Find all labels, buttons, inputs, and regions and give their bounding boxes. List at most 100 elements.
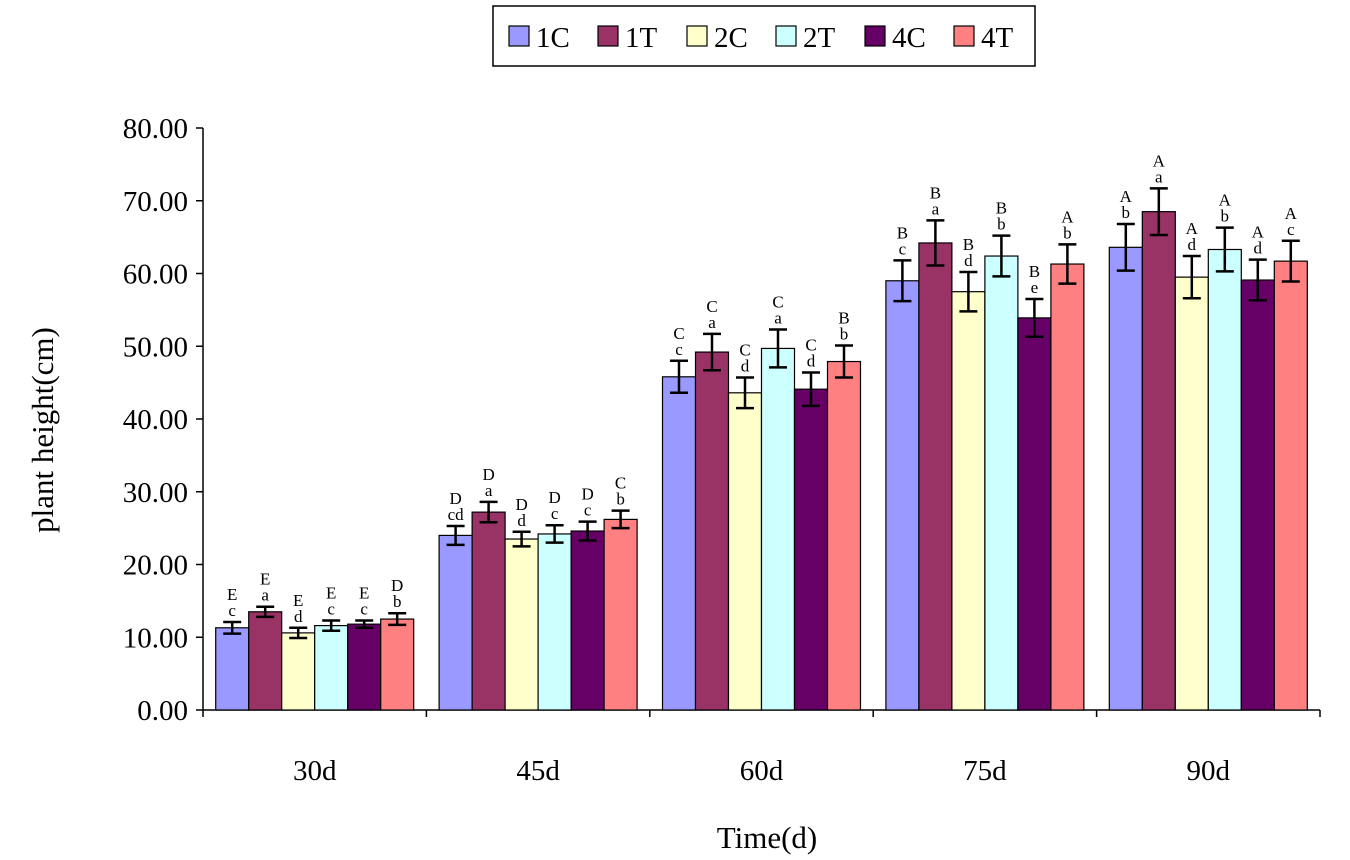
- error-bar-2T-60d: [769, 328, 787, 369]
- sig-letter-lower: a: [708, 313, 716, 332]
- error-bar-1C-60d: [670, 359, 688, 395]
- error-bar-1T-45d: [479, 500, 498, 524]
- sig-letter-lower: b: [840, 325, 849, 344]
- y-tick-label: 50.00: [123, 331, 188, 363]
- legend-label-4C: 4C: [892, 22, 926, 54]
- sig-letter-upper: A: [1186, 219, 1199, 238]
- sig-letter-upper: A: [1252, 223, 1265, 242]
- error-bar-4T-60d: [835, 344, 853, 379]
- sig-letter-upper: C: [772, 293, 783, 312]
- bar-4C-60d: [793, 388, 829, 711]
- bar-1T-90d: [1141, 211, 1176, 711]
- sig-letter-lower: e: [1031, 278, 1039, 297]
- sig-letter-lower: c: [228, 601, 236, 620]
- bar-2T-30d: [314, 625, 349, 711]
- bar-2C-60d: [727, 392, 763, 711]
- bar-4T-75d: [1050, 263, 1085, 711]
- error-bar-2T-45d: [545, 523, 564, 544]
- axes: 0.00 10.00 20.00 30.00 40.00 50.00 60.00 70.00 8…: [123, 113, 1321, 787]
- bar-1T-30d: [248, 611, 283, 711]
- sig-letter-lower: b: [997, 215, 1006, 234]
- bar-4C-30d: [347, 623, 382, 711]
- error-bar-4C-45d: [578, 520, 597, 542]
- sig-letter-upper: B: [963, 235, 974, 254]
- y-tick-label: 20.00: [123, 550, 188, 582]
- error-bar-1C-30d: [223, 620, 242, 635]
- x-tick-label: 30d: [293, 755, 337, 787]
- y-tick-label: 70.00: [123, 186, 188, 218]
- error-bar-4C-60d: [802, 371, 820, 408]
- legend-swatch-4T: [953, 25, 975, 47]
- error-bar-4C-30d: [355, 619, 374, 630]
- sig-letter-upper: C: [739, 341, 750, 360]
- x-tick-label: 90d: [1187, 755, 1231, 787]
- error-bar-2C-60d: [736, 376, 754, 410]
- sig-letter-upper: E: [359, 584, 369, 603]
- sig-letter-lower: d: [741, 357, 750, 376]
- bar-2T-90d: [1207, 248, 1242, 711]
- y-tick-label: 60.00: [123, 259, 188, 291]
- sig-letter-lower: b: [393, 592, 402, 611]
- sig-letter-lower: b: [1221, 207, 1230, 226]
- sig-letter-lower: a: [261, 586, 269, 605]
- bar-4T-30d: [380, 618, 415, 711]
- error-bar-1T-90d: [1149, 187, 1168, 237]
- bar-4T-90d: [1273, 260, 1308, 711]
- sig-letter-lower: c: [675, 340, 683, 359]
- bar-1T-45d: [471, 511, 506, 711]
- bar-4C-90d: [1240, 279, 1275, 711]
- bar-1C-45d: [438, 534, 473, 711]
- sig-letter-lower: d: [807, 351, 816, 370]
- y-tick-label: 80.00: [123, 113, 188, 145]
- error-bar-4T-90d: [1281, 239, 1300, 283]
- error-bar-2T-30d: [322, 619, 341, 632]
- error-bar-1C-45d: [446, 524, 465, 547]
- sig-letter-upper: D: [482, 465, 494, 484]
- error-bar-2C-75d: [959, 270, 978, 313]
- bar-4C-75d: [1017, 317, 1052, 711]
- sig-letter-upper: A: [1153, 151, 1166, 170]
- legend-swatch-1C: [508, 25, 530, 47]
- sig-letter-lower: d: [517, 511, 526, 530]
- sig-letter-upper: E: [293, 591, 303, 610]
- sig-letter-lower: a: [774, 309, 782, 328]
- error-bar-1T-30d: [256, 605, 275, 619]
- sig-letter-lower: d: [1254, 239, 1263, 258]
- legend-swatch-4C: [864, 25, 886, 47]
- sig-letter-upper: C: [706, 297, 717, 316]
- error-bars-group: [223, 187, 1300, 640]
- bar-2C-90d: [1174, 276, 1209, 711]
- error-bar-2C-30d: [289, 626, 308, 640]
- y-tick-label: 30.00: [123, 477, 188, 509]
- bar-2T-60d: [760, 347, 796, 711]
- sig-letter-lower: a: [485, 481, 493, 500]
- sig-letter-lower: d: [1188, 235, 1197, 254]
- sig-letter-upper: D: [581, 485, 593, 504]
- bar-1T-60d: [694, 351, 730, 711]
- bar-1C-30d: [215, 627, 250, 711]
- sig-letter-upper: D: [391, 576, 403, 595]
- sig-letter-lower: c: [899, 239, 907, 258]
- bar-2T-45d: [537, 533, 572, 711]
- sig-letter-lower: a: [932, 199, 940, 218]
- sig-letter-upper: E: [326, 584, 336, 603]
- x-tick-label: 45d: [516, 755, 560, 787]
- bar-1C-90d: [1108, 246, 1143, 711]
- sig-letter-lower: c: [327, 600, 335, 619]
- x-tick-label: 60d: [740, 755, 784, 787]
- error-bar-1C-75d: [893, 259, 912, 303]
- sig-letter-lower: b: [1122, 203, 1131, 222]
- sig-letter-upper: D: [515, 495, 527, 514]
- sig-letter-lower: d: [294, 607, 303, 626]
- error-bar-2T-75d: [992, 234, 1011, 278]
- legend-label-4T: 4T: [981, 22, 1014, 54]
- sig-letter-lower: c: [584, 501, 592, 520]
- sig-letter-upper: B: [1029, 262, 1040, 281]
- sig-letter-lower: c: [360, 600, 368, 619]
- legend-label-2T: 2T: [803, 22, 836, 54]
- sig-letter-upper: C: [673, 324, 684, 343]
- sig-letter-upper: D: [548, 488, 560, 507]
- sig-letter-upper: B: [996, 199, 1007, 218]
